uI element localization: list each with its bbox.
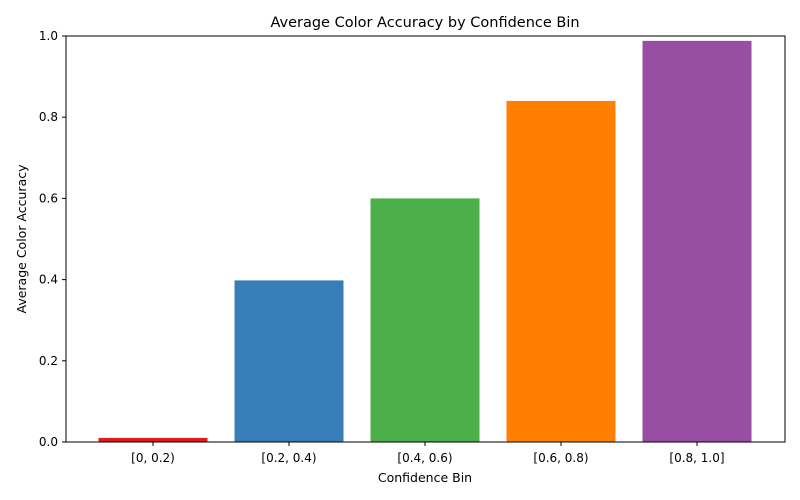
plot-frame bbox=[65, 35, 786, 443]
x-tick-label: [0.8, 1.0] bbox=[669, 451, 724, 465]
y-tick-label: 0.8 bbox=[39, 110, 58, 124]
y-tick-label: 1.0 bbox=[39, 29, 58, 43]
chart-title: Average Color Accuracy by Confidence Bin bbox=[270, 15, 579, 31]
y-axis-ticks: 0.0 0.2 0.4 0.6 0.8 1.0 bbox=[39, 29, 66, 449]
x-tick-label: [0, 0.2) bbox=[131, 451, 175, 465]
bar-5 bbox=[642, 40, 752, 442]
bar-3 bbox=[370, 198, 480, 442]
y-tick-label: 0.6 bbox=[39, 191, 58, 205]
x-tick-label: [0.2, 0.4) bbox=[261, 451, 316, 465]
y-tick-label: 0.4 bbox=[39, 273, 58, 287]
bar-1 bbox=[98, 437, 208, 442]
y-tick-label: 0.0 bbox=[39, 435, 58, 449]
bar-4 bbox=[506, 100, 616, 443]
bar-2 bbox=[234, 280, 344, 442]
x-tick-label: [0.6, 0.8) bbox=[533, 451, 588, 465]
y-axis-label: Average Color Accuracy bbox=[14, 164, 29, 314]
bars-group bbox=[98, 40, 752, 443]
x-axis-label: Confidence Bin bbox=[378, 470, 472, 485]
x-tick-label: [0.4, 0.6) bbox=[397, 451, 452, 465]
y-tick-label: 0.2 bbox=[39, 354, 58, 368]
x-axis-ticks: [0, 0.2) [0.2, 0.4) [0.4, 0.6) [0.6, 0.8) [0… bbox=[131, 442, 725, 465]
